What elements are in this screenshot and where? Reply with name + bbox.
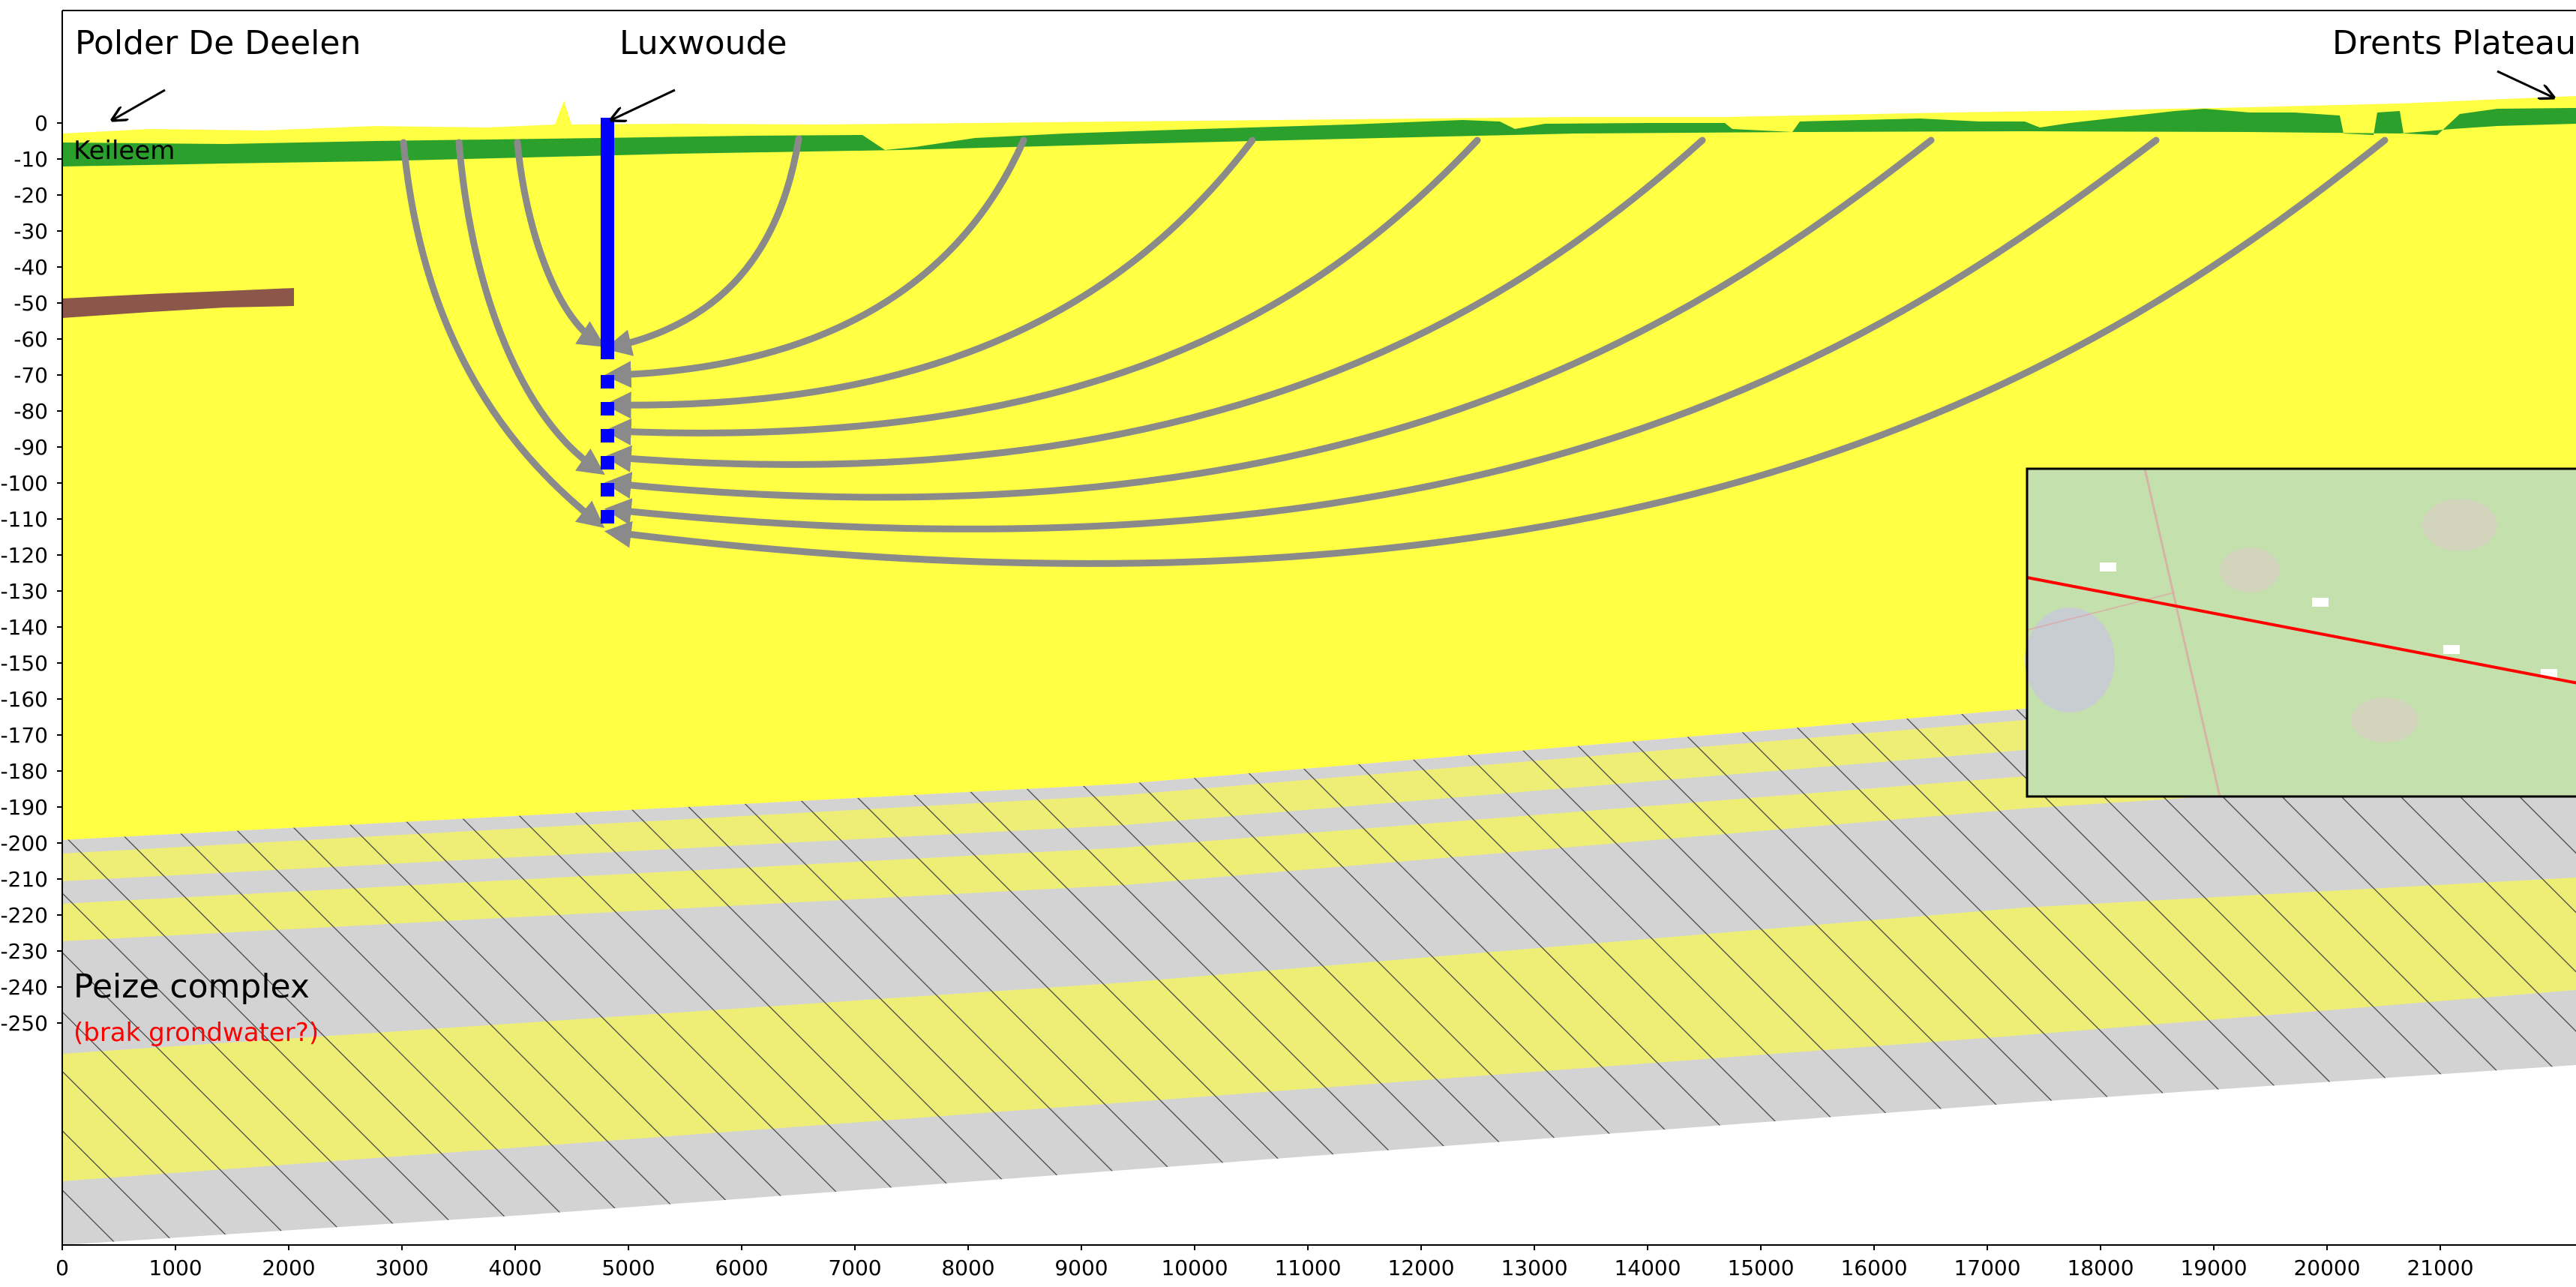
label-keileem: Keileem <box>73 136 175 166</box>
y-tick-label: -210 <box>0 867 48 892</box>
y-tick-label: -80 <box>13 399 48 424</box>
y-tick-label: -40 <box>13 255 48 280</box>
y-tick-label: -220 <box>0 903 48 928</box>
x-axis: 0 1000 2000 3000 4000 5000 6000 7000 800… <box>55 1245 2474 1280</box>
y-tick-label: -240 <box>0 975 48 1000</box>
map-inset <box>2025 467 2576 798</box>
y-tick-label: -180 <box>0 759 48 784</box>
label-peize: Peize complex <box>73 968 310 1006</box>
x-tick-label: 2000 <box>262 1256 315 1280</box>
y-tick-label: -10 <box>13 147 48 172</box>
y-tick-label: -230 <box>0 939 48 964</box>
x-tick-label: 8000 <box>941 1256 994 1280</box>
y-tick-label: -90 <box>13 435 48 460</box>
x-tick-label: 21000 <box>2407 1256 2473 1280</box>
y-tick-label: -30 <box>13 219 48 244</box>
y-tick-label: -250 <box>0 1011 48 1036</box>
y-tick-label: -140 <box>0 615 48 640</box>
y-tick-label: -170 <box>0 723 48 748</box>
x-tick-label: 0 <box>55 1256 69 1280</box>
label-luxwoude: Luxwoude <box>619 24 787 62</box>
x-tick-label: 18000 <box>2067 1256 2134 1280</box>
y-tick-label: -130 <box>0 579 48 604</box>
y-tick-label: 0 <box>34 111 48 136</box>
annotations: Polder De Deelen Luxwoude Drents Plateau… <box>73 24 2576 1048</box>
x-tick-label: 9000 <box>1054 1256 1108 1280</box>
x-tick-label: 12000 <box>1387 1256 1454 1280</box>
label-peize-sub: (brak grondwater?) <box>73 1018 319 1048</box>
x-tick-label: 7000 <box>828 1256 881 1280</box>
x-tick-label: 11000 <box>1274 1256 1341 1280</box>
x-tick-label: 17000 <box>1954 1256 2020 1280</box>
plot-area <box>62 96 2576 1245</box>
y-tick-label: -60 <box>13 327 48 352</box>
x-tick-label: 5000 <box>601 1256 655 1280</box>
y-tick-label: -20 <box>13 183 48 208</box>
y-tick-label: -120 <box>0 543 48 568</box>
surface-sand <box>62 96 2576 146</box>
x-tick-label: 19000 <box>2180 1256 2247 1280</box>
pumping-well <box>601 118 614 524</box>
x-tick-label: 3000 <box>375 1256 428 1280</box>
x-tick-label: 10000 <box>1161 1256 1228 1280</box>
keileem-layer <box>62 108 2576 166</box>
x-tick-label: 20000 <box>2293 1256 2360 1280</box>
x-tick-label: 4000 <box>488 1256 541 1280</box>
label-polder: Polder De Deelen <box>75 24 361 62</box>
y-tick-label: -50 <box>13 291 48 316</box>
y-tick-label: -160 <box>0 687 48 712</box>
label-drents: Drents Plateau <box>2332 24 2576 62</box>
x-tick-label: 14000 <box>1614 1256 1681 1280</box>
y-tick-label: -100 <box>0 471 48 496</box>
x-tick-label: 15000 <box>1727 1256 1794 1280</box>
clay-lens <box>62 288 294 318</box>
y-tick-label: -190 <box>0 795 48 820</box>
flowlines <box>400 135 2389 567</box>
y-axis: 0 -10 -20 -30 -40 -50 -60 -70 -80 -90 -1… <box>0 111 62 1036</box>
x-tick-label: 6000 <box>715 1256 768 1280</box>
x-tick-label: 13000 <box>1501 1256 1567 1280</box>
y-tick-label: -150 <box>0 651 48 676</box>
y-tick-label: -110 <box>0 507 48 532</box>
y-tick-label: -70 <box>13 363 48 388</box>
y-tick-label: -200 <box>0 831 48 856</box>
x-tick-label: 1000 <box>148 1256 202 1280</box>
x-tick-label: 16000 <box>1840 1256 1907 1280</box>
